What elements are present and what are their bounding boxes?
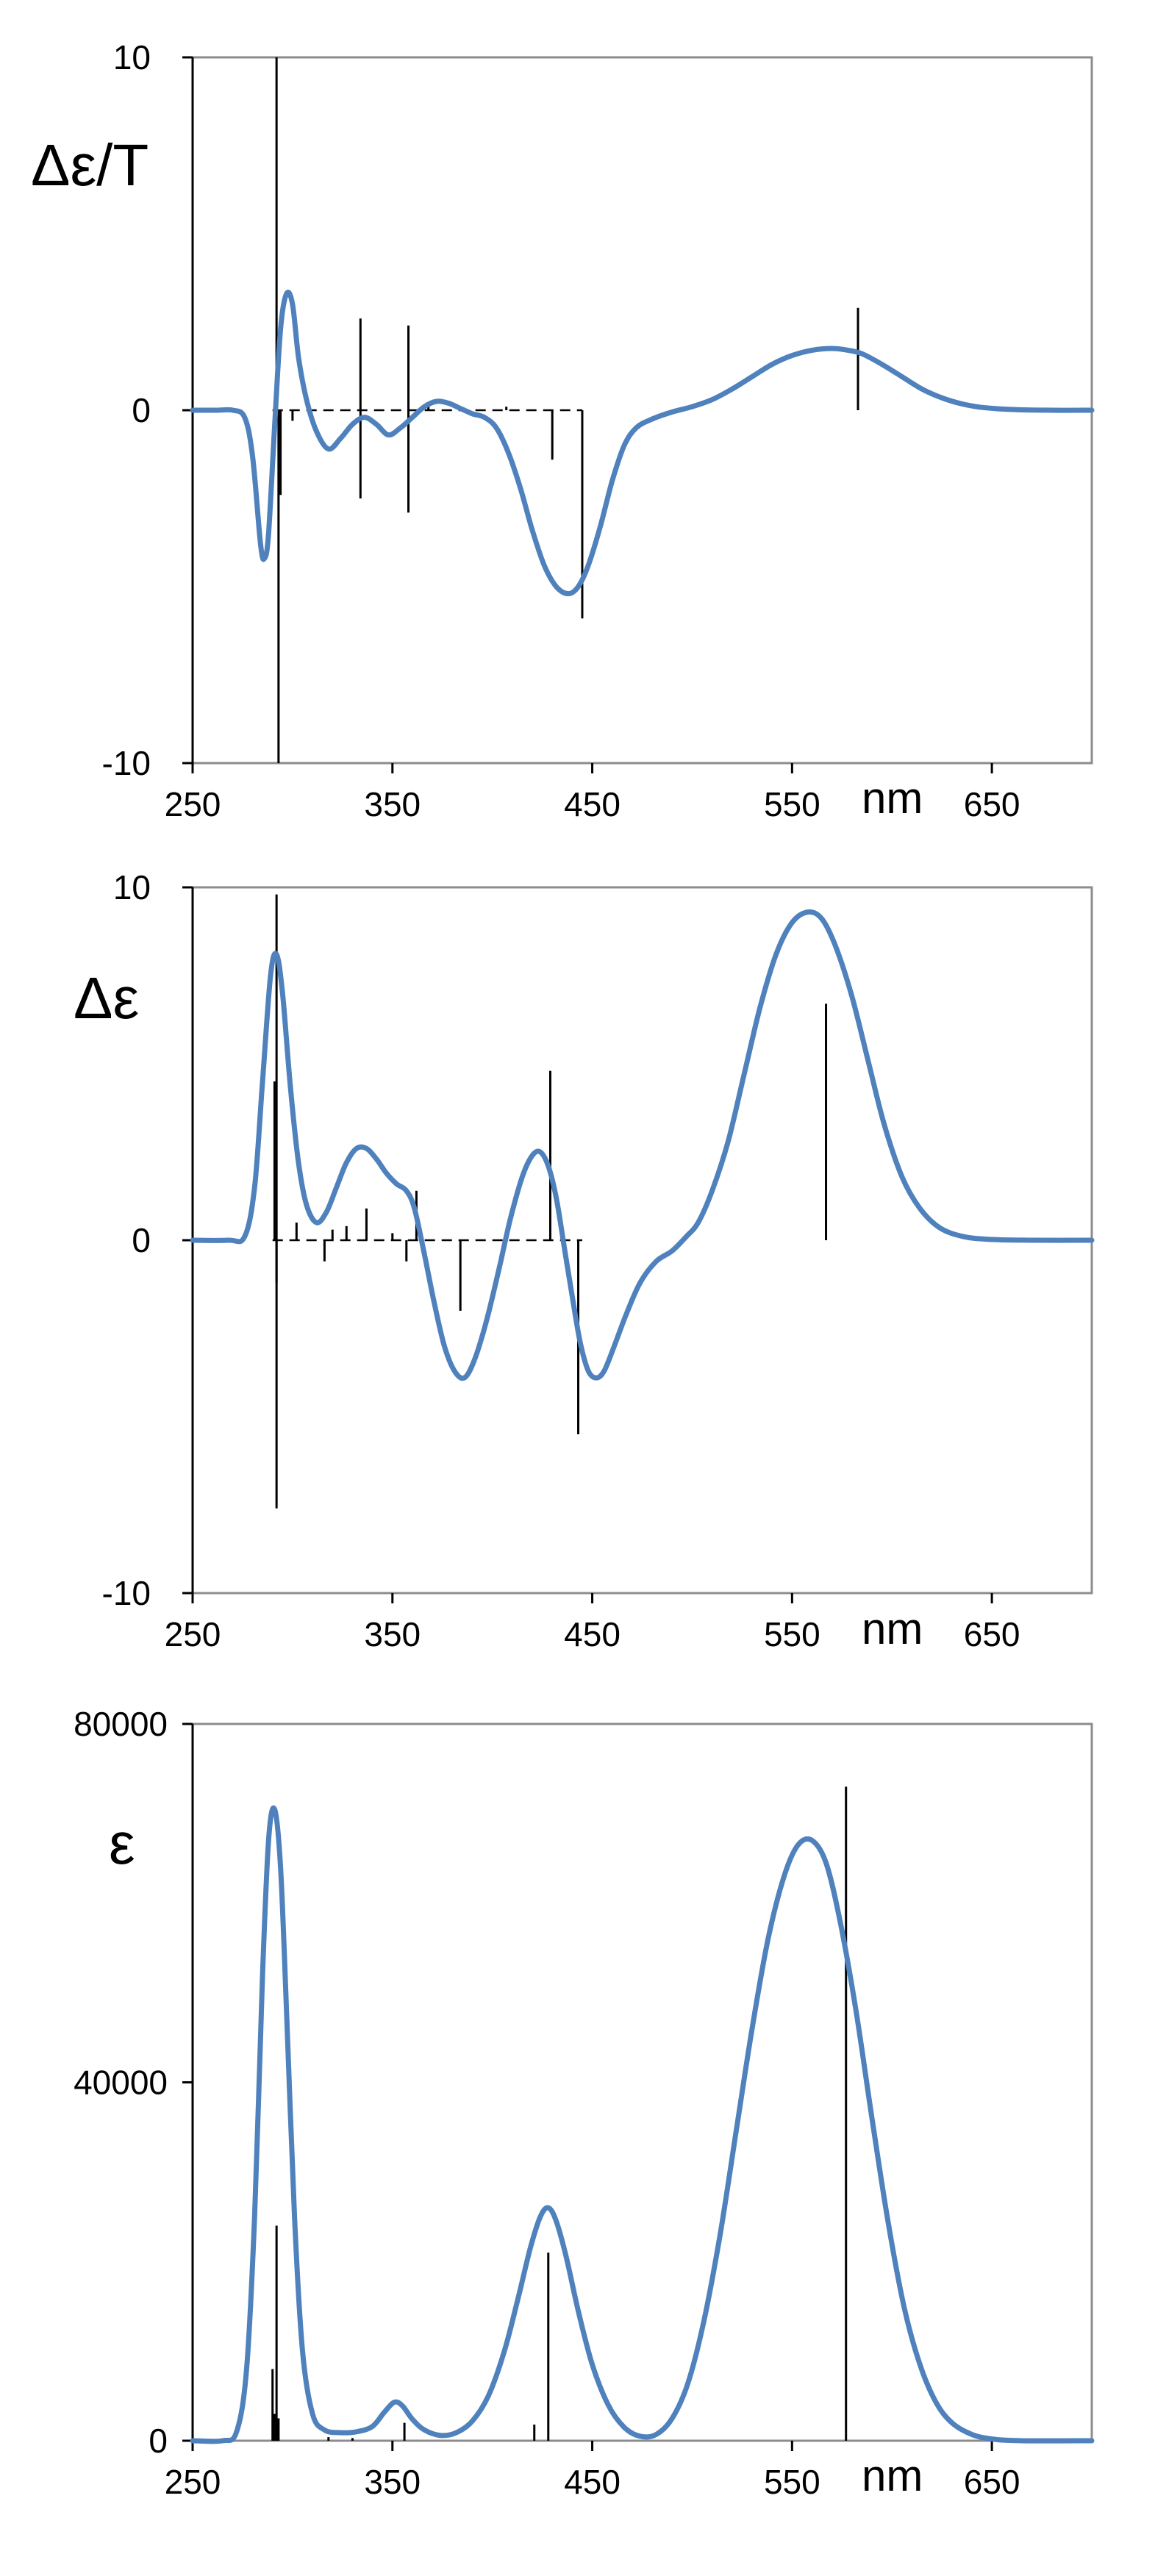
- y-axis-label: Δε: [74, 965, 139, 1031]
- spectrum-curve: [190, 289, 1095, 597]
- x-tick-label: 250: [165, 1615, 221, 1653]
- x-tick-label: 450: [564, 2463, 621, 2501]
- transition-sticks: [275, 57, 859, 763]
- spectrum-curve: [190, 909, 1095, 1381]
- x-tick-labels: 250 350 450 550 650: [165, 2463, 1020, 2501]
- x-unit-label: nm: [862, 2451, 923, 2500]
- transition-sticks: [271, 1786, 848, 2441]
- x-tick-label: 350: [364, 785, 421, 823]
- spectrum-curves: [190, 909, 1095, 1381]
- x-tick-label: 250: [165, 785, 221, 823]
- x-tick-labels: 250 350 450 550 650: [165, 785, 1020, 823]
- x-unit-label: nm: [862, 1604, 923, 1653]
- y-tick-label: 10: [113, 38, 151, 76]
- x-tick-label: 650: [964, 2463, 1020, 2501]
- spectrum-curves: [190, 289, 1095, 597]
- y-tick-labels: 10 0 -10: [102, 868, 151, 1612]
- tick-marks: [182, 886, 993, 1603]
- tick-marks: [182, 56, 993, 773]
- x-tick-label: 350: [364, 2463, 421, 2501]
- y-tick-labels: 80000 40000 0: [74, 1705, 168, 2460]
- x-tick-label: 350: [364, 1615, 421, 1653]
- y-axis-label: Δε/T: [31, 132, 149, 198]
- spectrum-curves: [190, 1805, 1095, 2444]
- x-tick-label: 550: [764, 785, 820, 823]
- y-axis-label: ε: [109, 1811, 135, 1876]
- x-tick-label: 550: [764, 2463, 820, 2501]
- x-tick-label: 250: [165, 2463, 221, 2501]
- y-tick-label: 0: [132, 1221, 151, 1259]
- y-tick-label: -10: [102, 744, 151, 782]
- y-tick-label: 80000: [74, 1705, 168, 1743]
- panel-circular-dichroism-normalized: 10 0 -10 250 350 450 550 650 Δε/T nm: [31, 38, 1095, 823]
- spectrum-curve: [190, 1805, 1095, 2444]
- x-tick-label: 450: [564, 785, 621, 823]
- x-tick-label: 650: [964, 785, 1020, 823]
- y-tick-label: 40000: [74, 2064, 168, 2102]
- x-unit-label: nm: [862, 773, 923, 823]
- x-tick-labels: 250 350 450 550 650: [165, 1615, 1020, 1653]
- x-tick-label: 650: [964, 1615, 1020, 1653]
- tick-marks: [182, 1722, 993, 2451]
- panel-absorption: 80000 40000 0 250 350 450 550 650 ε nm: [74, 1705, 1095, 2501]
- x-tick-label: 550: [764, 1615, 820, 1653]
- y-tick-labels: 10 0 -10: [102, 38, 151, 782]
- panel-circular-dichroism: 10 0 -10 250 350 450 550 650 Δε nm: [74, 868, 1095, 1653]
- y-tick-label: 10: [113, 868, 151, 906]
- plot-area-frame: [191, 1722, 1093, 2442]
- y-tick-label: -10: [102, 1574, 151, 1612]
- y-tick-label: 0: [132, 391, 151, 429]
- transition-sticks: [273, 894, 828, 1509]
- y-tick-label: 0: [149, 2422, 168, 2460]
- x-tick-label: 450: [564, 1615, 621, 1653]
